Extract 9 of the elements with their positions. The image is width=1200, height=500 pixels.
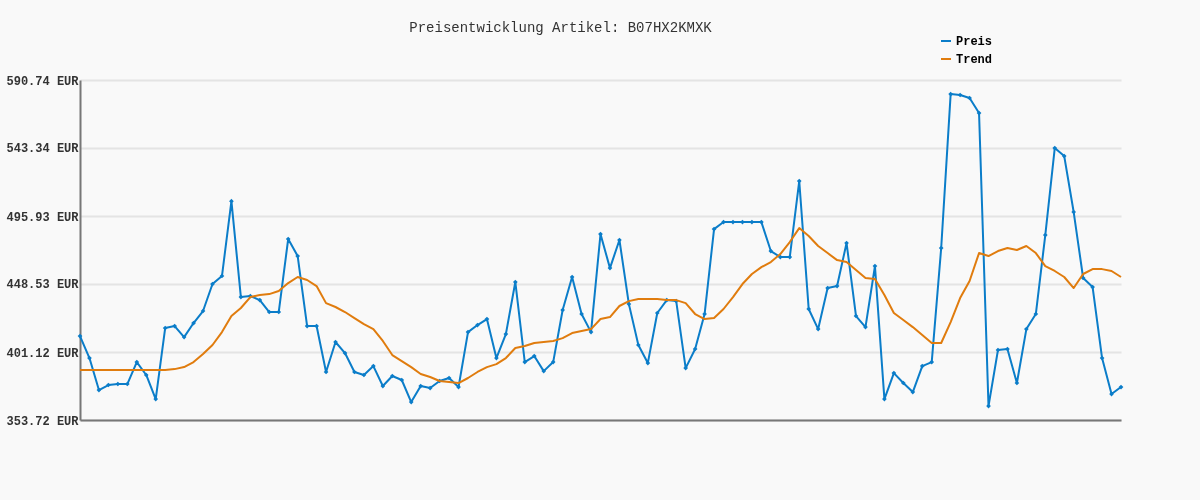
y-tick-label: 401.12 EUR bbox=[6, 346, 80, 361]
y-tick-label: 590.74 EUR bbox=[6, 74, 80, 89]
legend-label: Trend bbox=[956, 53, 993, 67]
y-tick-label: 353.72 EUR bbox=[6, 414, 80, 429]
chart-title: Preisentwicklung Artikel: B07HX2KMXK bbox=[409, 20, 713, 36]
legend-label: Preis bbox=[956, 35, 993, 49]
y-tick-label: 495.93 EUR bbox=[6, 210, 80, 225]
y-tick-label: 543.34 EUR bbox=[6, 142, 80, 157]
y-tick-label: 448.53 EUR bbox=[6, 278, 80, 293]
